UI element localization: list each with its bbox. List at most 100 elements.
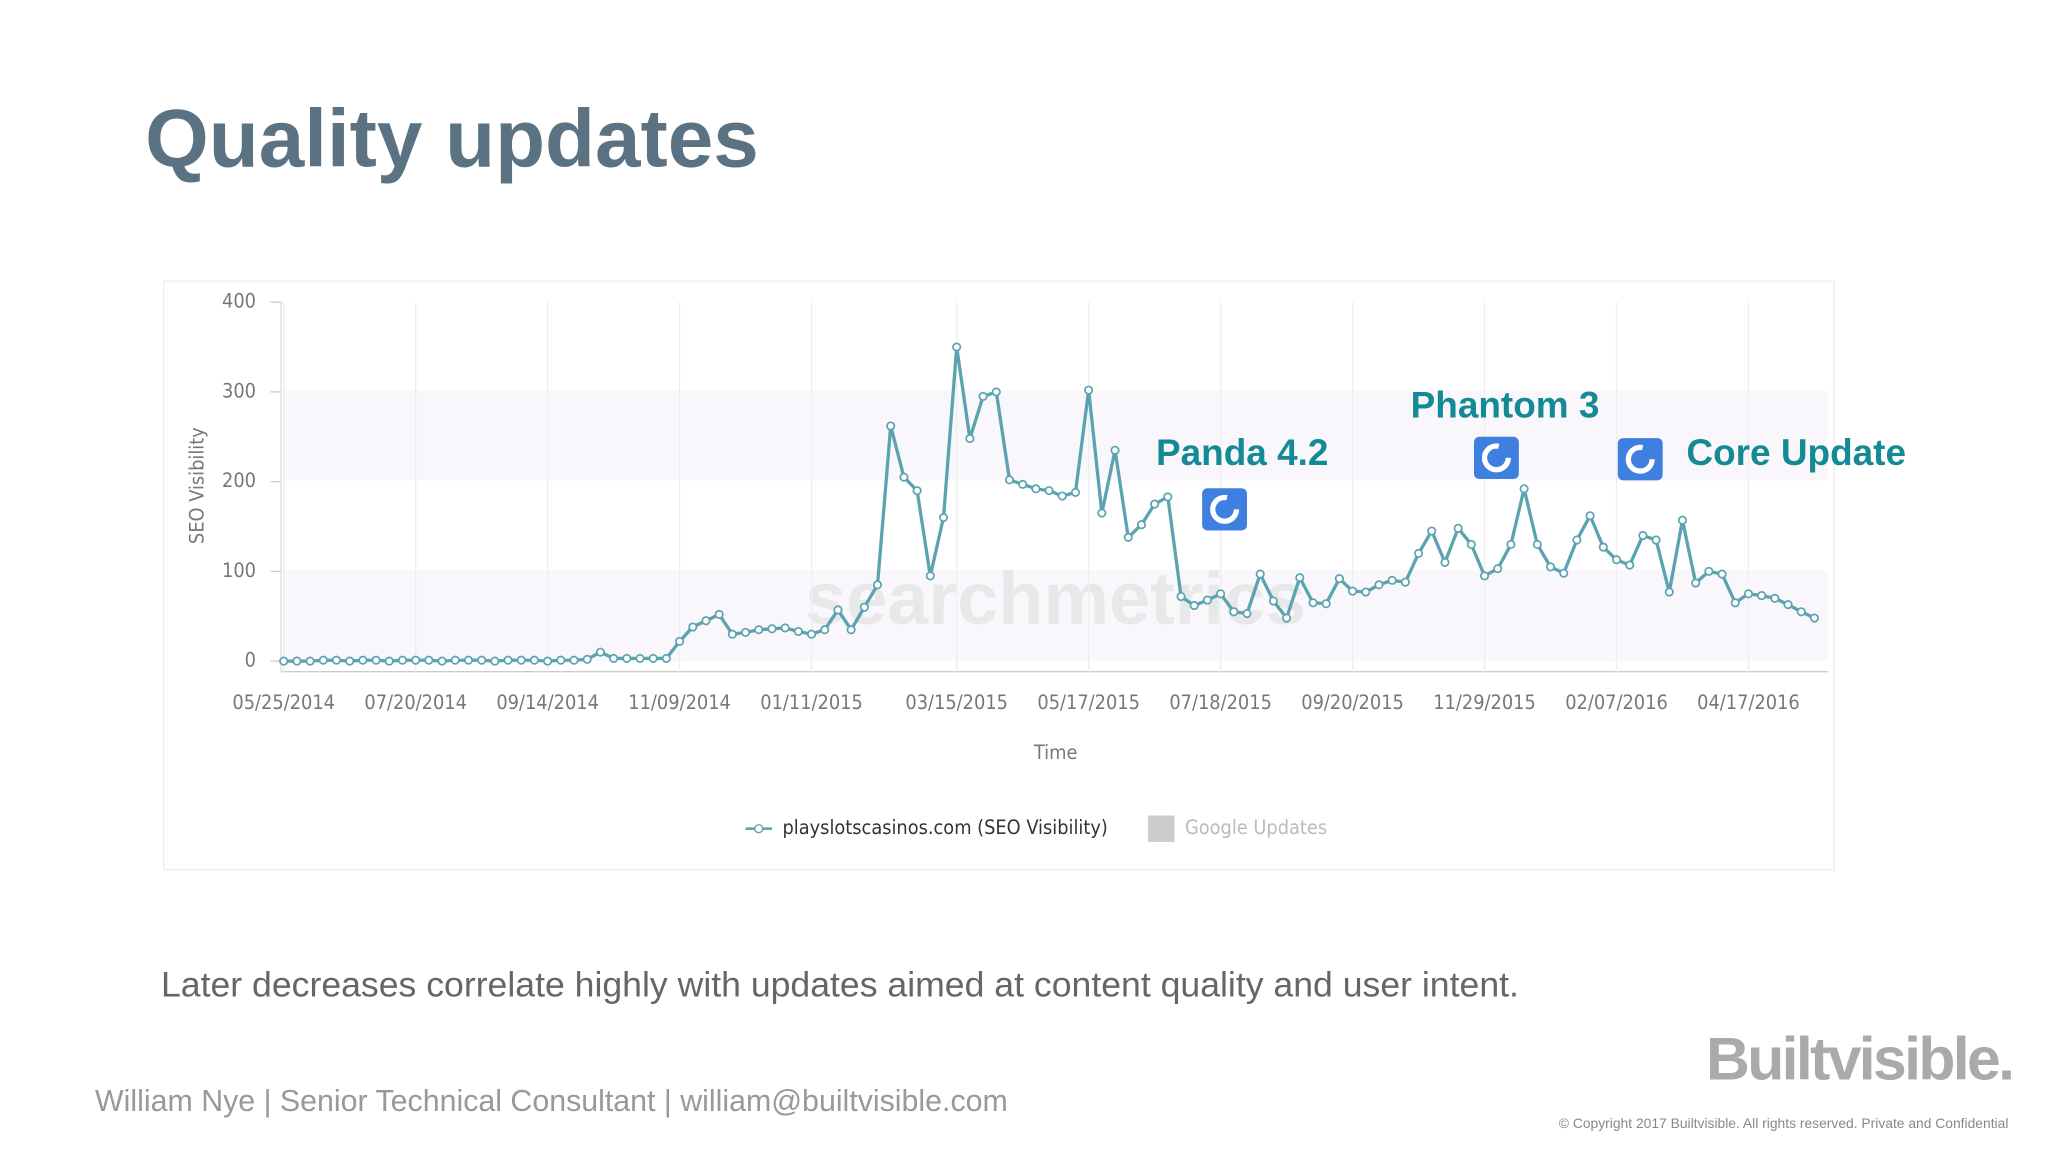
data-point [1387, 575, 1397, 585]
data-point [1163, 492, 1173, 502]
data-point [912, 486, 922, 496]
data-point [714, 609, 724, 620]
data-point [1770, 593, 1780, 603]
data-point [1202, 595, 1212, 605]
data-point [424, 655, 434, 665]
legend-swatch [754, 824, 764, 834]
data-point [1493, 564, 1503, 574]
x-axis-label: Time [1033, 741, 1078, 764]
data-point [991, 387, 1001, 397]
data-point [529, 655, 539, 665]
data-point [1479, 571, 1490, 581]
google-icon [1625, 444, 1655, 474]
data-point [1704, 566, 1714, 576]
data-point [1070, 487, 1081, 497]
data-point [675, 636, 685, 646]
y-axis-label: SEO Visibility [185, 427, 208, 544]
data-point [1057, 491, 1067, 501]
data-point [609, 653, 619, 663]
data-point [806, 629, 817, 639]
data-point [635, 653, 645, 663]
data-point [754, 625, 764, 635]
data-point [1809, 613, 1819, 623]
data-point [1018, 479, 1028, 489]
data-point [1506, 539, 1516, 550]
data-point [1559, 568, 1569, 578]
x-tick-label: 07/20/2014 [364, 691, 467, 714]
data-point [1796, 607, 1806, 617]
data-point [741, 627, 751, 637]
data-point [1440, 557, 1450, 567]
data-point [767, 624, 777, 634]
data-point [1572, 535, 1582, 545]
x-tick-label: 09/14/2014 [496, 691, 599, 714]
data-point [1282, 613, 1292, 623]
data-point [358, 655, 368, 665]
slide-title: Quality updates [145, 94, 759, 185]
data-point [503, 655, 513, 665]
data-point [1414, 548, 1424, 558]
data-point [688, 622, 698, 632]
data-point [1176, 591, 1186, 602]
data-point [1229, 607, 1239, 617]
google-icon [1202, 488, 1248, 531]
data-point [463, 655, 474, 665]
data-point [622, 653, 632, 663]
data-point [1757, 591, 1767, 601]
data-point [595, 647, 605, 657]
data-point [1031, 484, 1041, 494]
data-point [1638, 530, 1648, 541]
annotation: Phantom 3 [1411, 385, 1600, 426]
data-point [292, 656, 302, 666]
data-point [780, 623, 790, 633]
data-point [952, 342, 962, 352]
data-point [384, 656, 394, 666]
data-point [1242, 609, 1252, 619]
data-point [1532, 539, 1542, 550]
data-point [279, 656, 289, 666]
annotation: Core Update [1686, 432, 1906, 473]
data-point [318, 655, 328, 665]
x-tick-label: 07/18/2015 [1169, 691, 1272, 714]
data-point [1295, 573, 1305, 583]
x-tick-label: 05/17/2015 [1037, 691, 1140, 714]
data-point [833, 605, 843, 615]
data-point [543, 656, 553, 666]
google-icon [1473, 436, 1519, 480]
y-tick-label: 100 [222, 559, 256, 582]
google-icon [1481, 443, 1511, 473]
data-point [397, 655, 408, 665]
data-point [1717, 569, 1727, 579]
data-point [450, 655, 460, 665]
data-point [1044, 486, 1054, 496]
data-point [331, 655, 342, 665]
data-point [1743, 589, 1754, 599]
x-tick-label: 09/20/2015 [1301, 691, 1404, 714]
data-point [925, 571, 935, 581]
data-point [1004, 475, 1015, 485]
data-point [1651, 535, 1661, 545]
data-point [1598, 542, 1608, 552]
y-tick-label: 200 [222, 469, 256, 492]
data-point [846, 625, 856, 635]
data-point [872, 580, 883, 590]
plot: 0 100 200 300 400 05/25/2014 07/20/2014 09/14/2… [222, 290, 1828, 714]
legend-label[interactable]: Google Updates [1185, 816, 1327, 839]
data-point [701, 616, 711, 626]
data-point [1625, 560, 1635, 570]
data-point [1110, 445, 1120, 455]
data-point [1189, 600, 1199, 611]
y-tick-label: 300 [222, 379, 256, 402]
data-point [886, 421, 896, 431]
data-point [477, 655, 487, 665]
data-point [371, 655, 381, 665]
data-point [965, 434, 975, 444]
data-point [582, 654, 592, 664]
data-point [859, 602, 869, 612]
x-tick-label: 01/11/2015 [760, 691, 863, 714]
data-point [1691, 578, 1701, 588]
data-point [661, 653, 671, 663]
legend-label[interactable]: playslotscasinos.com (SEO Visibility) [783, 816, 1108, 839]
data-point [978, 391, 988, 401]
